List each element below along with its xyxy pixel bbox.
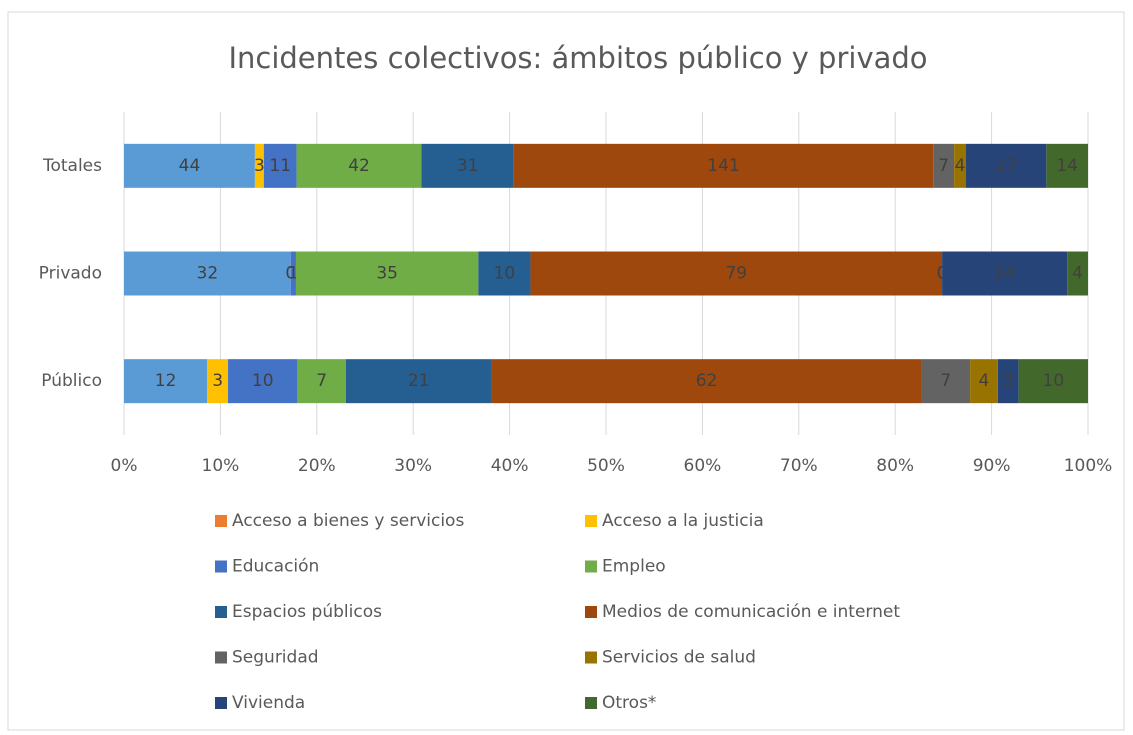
bar-segment — [954, 143, 967, 188]
bar-segment — [970, 359, 998, 404]
legend-swatch — [585, 560, 597, 573]
data-label: 32 — [197, 264, 219, 284]
bar-segment — [478, 251, 531, 296]
bar-segment — [124, 251, 291, 296]
bar-segment — [263, 143, 297, 188]
legend-swatch — [585, 651, 597, 664]
data-label: 4 — [955, 156, 966, 176]
y-tick-label: Privado — [39, 264, 102, 284]
legend-label: Medios de comunicación e internet — [602, 602, 900, 622]
data-label: 42 — [348, 156, 370, 176]
bar-segment — [228, 359, 298, 404]
data-label: 141 — [707, 156, 739, 176]
data-label: 21 — [408, 371, 430, 391]
bar-segment — [513, 143, 934, 188]
data-label: 1 — [288, 264, 299, 284]
legend-label: Otros* — [602, 693, 656, 713]
x-tick-label: 0% — [111, 456, 138, 476]
bar-segment — [1018, 359, 1088, 404]
data-label: 11 — [269, 156, 291, 176]
legend-label: Educación — [232, 557, 319, 577]
data-label: 10 — [1043, 371, 1065, 391]
data-label: 7 — [940, 371, 951, 391]
data-label: 7 — [938, 156, 949, 176]
legend-label: Acceso a bienes y servicios — [232, 511, 464, 531]
data-label: 7 — [316, 371, 327, 391]
data-label: 14 — [1056, 156, 1078, 176]
bar-segment — [254, 143, 264, 188]
bar-segment — [290, 251, 296, 296]
x-tick-label: 30% — [394, 456, 432, 476]
bar-segment — [921, 359, 971, 404]
data-label: 3 — [212, 371, 223, 391]
data-label: 10 — [494, 264, 516, 284]
legend-swatch — [585, 697, 597, 709]
x-tick-label: 100% — [1064, 456, 1113, 476]
bar-segment — [933, 143, 955, 188]
data-label: 31 — [457, 156, 479, 176]
data-label: 44 — [179, 156, 201, 176]
legend-swatch — [585, 515, 597, 527]
x-tick-label: 10% — [202, 456, 240, 476]
legend-label: Espacios públicos — [232, 602, 382, 622]
x-tick-label: 20% — [298, 456, 336, 476]
bar-segment — [296, 143, 422, 188]
legend-swatch — [215, 651, 227, 664]
y-tick-label: Público — [41, 371, 102, 391]
chart-title: Incidentes colectivos: ámbitos público y… — [228, 41, 927, 75]
bar-segment — [966, 143, 1047, 188]
data-label: 4 — [1072, 264, 1083, 284]
legend-label: Vivienda — [232, 693, 305, 713]
legend-label: Seguridad — [232, 648, 319, 668]
data-label: 27 — [995, 156, 1017, 176]
data-label: 10 — [252, 371, 274, 391]
bar-segment — [207, 359, 229, 404]
bar-segment — [124, 359, 208, 404]
bar-segment — [345, 359, 492, 404]
x-tick-label: 60% — [684, 456, 722, 476]
legend-swatch — [585, 606, 597, 618]
legend-swatch — [215, 515, 227, 527]
data-label: 35 — [376, 264, 398, 284]
legend-swatch — [215, 560, 227, 573]
data-label: 12 — [155, 371, 177, 391]
data-label: 62 — [696, 371, 718, 391]
bar-segment — [530, 251, 943, 296]
x-tick-label: 80% — [876, 456, 914, 476]
legend-label: Empleo — [602, 557, 666, 577]
bar-segment — [491, 359, 922, 404]
x-tick-label: 50% — [587, 456, 625, 476]
bar-segment — [1046, 143, 1088, 188]
data-label: 4 — [979, 371, 990, 391]
legend-label: Acceso a la justicia — [602, 511, 764, 531]
x-tick-label: 70% — [780, 456, 818, 476]
legend-swatch — [215, 697, 227, 709]
bar-segment — [942, 251, 1068, 296]
data-label: 3 — [1003, 371, 1014, 391]
bar-segment — [295, 251, 479, 296]
bar-segment — [421, 143, 514, 188]
data-label: 24 — [994, 264, 1016, 284]
bar-segment — [1067, 251, 1088, 296]
bar-segment — [124, 143, 255, 188]
data-label: 79 — [725, 264, 747, 284]
bar-segment — [297, 359, 346, 404]
x-tick-label: 40% — [491, 456, 529, 476]
x-tick-label: 90% — [973, 456, 1011, 476]
data-label: 3 — [254, 156, 265, 176]
legend-label: Servicios de salud — [602, 648, 756, 668]
y-tick-label: Totales — [42, 156, 102, 176]
legend-swatch — [215, 606, 227, 618]
bar-segment — [997, 359, 1019, 404]
